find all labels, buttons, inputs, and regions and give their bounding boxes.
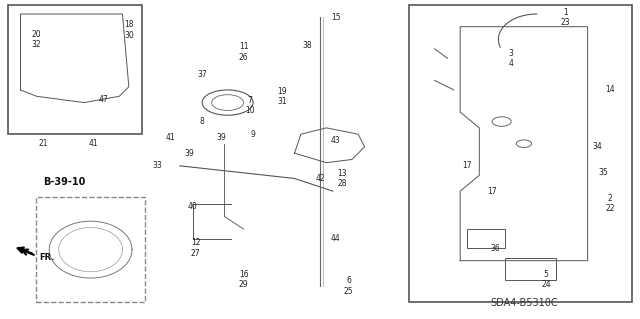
Text: 11
26: 11 26 xyxy=(239,42,248,62)
Text: 42: 42 xyxy=(315,174,325,183)
Text: 41: 41 xyxy=(166,133,175,142)
Text: 1
23: 1 23 xyxy=(561,8,570,27)
Text: 39: 39 xyxy=(184,149,195,158)
Bar xyxy=(409,4,632,302)
Text: B-39-10: B-39-10 xyxy=(43,177,85,187)
Text: 2
22: 2 22 xyxy=(605,194,614,213)
Text: 12
27: 12 27 xyxy=(191,238,200,258)
Bar xyxy=(8,4,141,134)
Text: FR.: FR. xyxy=(40,253,55,262)
Text: 21: 21 xyxy=(38,139,47,148)
Text: 33: 33 xyxy=(152,161,163,170)
Bar xyxy=(505,257,556,280)
Text: 39: 39 xyxy=(216,133,226,142)
Text: 34: 34 xyxy=(592,142,602,151)
Text: 14: 14 xyxy=(605,85,615,94)
Text: 17: 17 xyxy=(461,161,472,170)
Text: 3
4: 3 4 xyxy=(509,48,514,68)
Text: 36: 36 xyxy=(490,243,500,253)
Text: 44: 44 xyxy=(331,234,341,243)
Text: 16
29: 16 29 xyxy=(239,270,248,289)
Text: SDA4-B5310C: SDA4-B5310C xyxy=(490,298,557,308)
Text: 35: 35 xyxy=(598,168,609,177)
Text: 40: 40 xyxy=(188,203,197,211)
Text: 41: 41 xyxy=(89,139,99,148)
Text: 15: 15 xyxy=(331,13,340,22)
Text: 17: 17 xyxy=(487,187,497,196)
Text: 38: 38 xyxy=(303,41,312,50)
Bar xyxy=(467,229,505,248)
Text: 13
28: 13 28 xyxy=(337,169,347,188)
Text: 8: 8 xyxy=(200,117,205,126)
Text: 47: 47 xyxy=(99,95,108,104)
Bar xyxy=(36,197,145,302)
Text: 5
24: 5 24 xyxy=(541,270,551,289)
Text: 7
10: 7 10 xyxy=(245,96,255,115)
Text: 20
32: 20 32 xyxy=(31,30,41,49)
Text: 18
30: 18 30 xyxy=(124,20,134,40)
Text: 9: 9 xyxy=(251,130,255,139)
Text: 19
31: 19 31 xyxy=(277,86,287,106)
Text: 6
25: 6 25 xyxy=(344,276,353,296)
Text: 37: 37 xyxy=(197,70,207,78)
Text: 43: 43 xyxy=(331,136,341,145)
